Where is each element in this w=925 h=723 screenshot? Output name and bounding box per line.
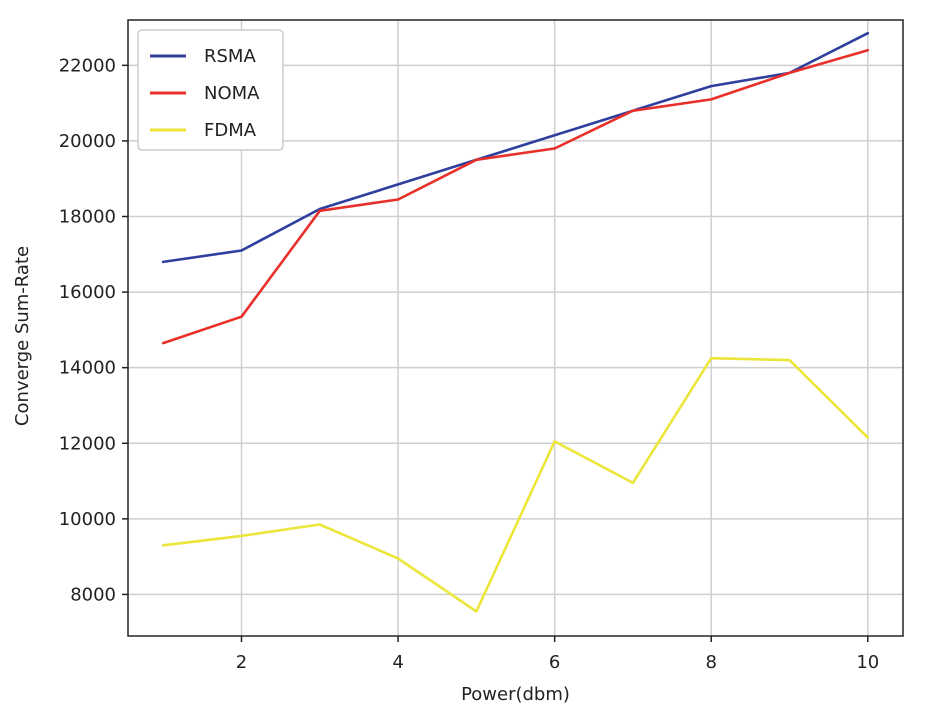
legend: RSMA NOMA FDMA (137, 29, 284, 151)
series-line-fdma (161, 356, 870, 613)
y-tick-label: 20000 (59, 131, 116, 152)
x-tick-label: 10 (856, 652, 879, 673)
x-axis-label: Power(dbm) (461, 684, 570, 705)
y-tick-label: 22000 (59, 55, 116, 76)
x-tick-label: 8 (705, 652, 716, 673)
x-tick-label: 2 (236, 652, 247, 673)
series-line-noma (161, 48, 870, 345)
y-tick-label: 18000 (59, 207, 116, 228)
series-lines (161, 31, 870, 613)
y-tick-label: 14000 (59, 358, 116, 379)
y-tick-label: 8000 (70, 584, 116, 605)
legend-box (137, 29, 284, 151)
plot-frame (127, 19, 904, 637)
legend-label-fdma: FDMA (204, 120, 257, 141)
legend-label-rsma: RSMA (204, 46, 256, 67)
axis-ticks: 2 4 6 8 10 8000 10000 12000 14000 16000 18000 20000… (59, 55, 879, 673)
series-line-rsma (161, 31, 870, 264)
x-tick-label: 4 (392, 652, 403, 673)
y-axis-label: Converge Sum-Rate (12, 246, 33, 426)
legend-label-noma: NOMA (204, 83, 260, 104)
y-tick-label: 10000 (59, 509, 116, 530)
y-tick-label: 16000 (59, 282, 116, 303)
x-tick-label: 6 (549, 652, 560, 673)
y-tick-label: 12000 (59, 433, 116, 454)
